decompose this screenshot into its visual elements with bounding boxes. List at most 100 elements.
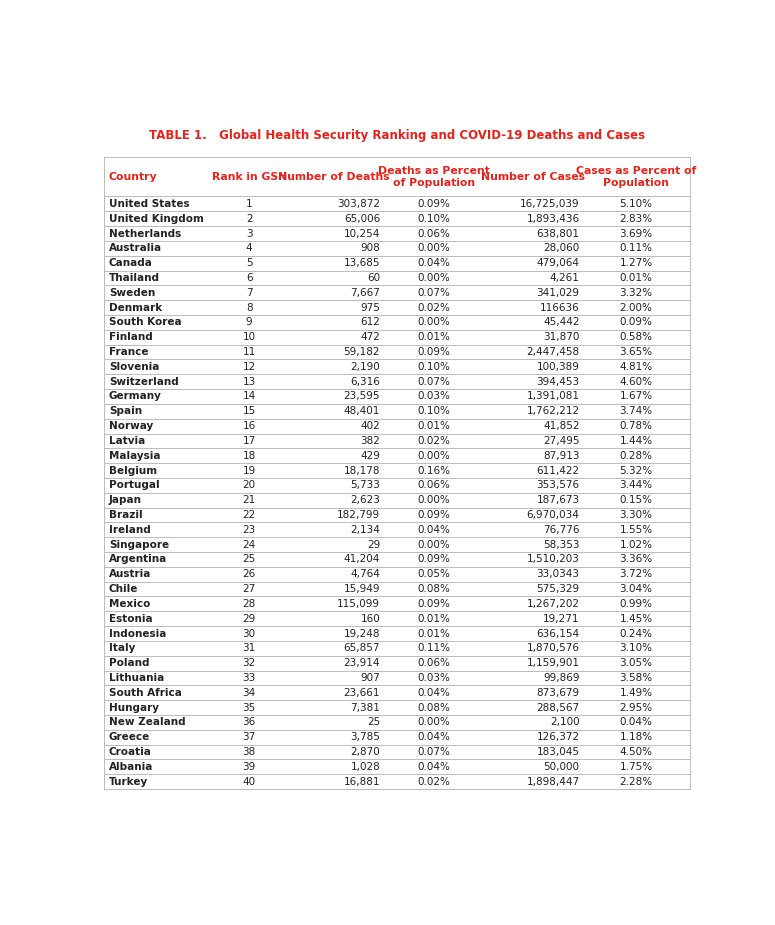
Text: 1.49%: 1.49% bbox=[619, 688, 653, 697]
Text: 0.99%: 0.99% bbox=[619, 598, 653, 609]
Text: 0.00%: 0.00% bbox=[418, 273, 450, 283]
Text: 0.07%: 0.07% bbox=[418, 288, 450, 298]
Text: 24: 24 bbox=[243, 539, 256, 549]
Text: 160: 160 bbox=[360, 613, 380, 623]
Text: 0.04%: 0.04% bbox=[418, 733, 450, 742]
Text: Australia: Australia bbox=[109, 243, 162, 253]
Text: 26: 26 bbox=[243, 569, 256, 579]
Text: 2.28%: 2.28% bbox=[619, 777, 653, 786]
Text: 0.07%: 0.07% bbox=[418, 376, 450, 387]
Text: 636,154: 636,154 bbox=[536, 628, 580, 638]
Text: 3.44%: 3.44% bbox=[619, 480, 653, 490]
Text: 1.44%: 1.44% bbox=[619, 436, 653, 446]
Text: 29: 29 bbox=[243, 613, 256, 623]
Text: 182,799: 182,799 bbox=[337, 510, 380, 520]
Text: 23,661: 23,661 bbox=[343, 688, 380, 697]
Text: 22: 22 bbox=[243, 510, 256, 520]
Text: Belgium: Belgium bbox=[109, 465, 157, 475]
Text: 183,045: 183,045 bbox=[536, 747, 580, 757]
Text: Netherlands: Netherlands bbox=[109, 228, 181, 239]
Text: 18,178: 18,178 bbox=[343, 465, 380, 475]
Text: 394,453: 394,453 bbox=[536, 376, 580, 387]
Text: Finland: Finland bbox=[109, 332, 153, 342]
Text: 0.01%: 0.01% bbox=[418, 613, 450, 623]
Text: 0.78%: 0.78% bbox=[619, 421, 653, 431]
Text: Chile: Chile bbox=[109, 584, 138, 594]
Text: 25: 25 bbox=[243, 554, 256, 564]
Text: 2,100: 2,100 bbox=[549, 718, 580, 727]
Text: 0.58%: 0.58% bbox=[619, 332, 653, 342]
Text: 7,667: 7,667 bbox=[350, 288, 380, 298]
Text: 0.00%: 0.00% bbox=[418, 495, 450, 505]
Text: 0.00%: 0.00% bbox=[418, 243, 450, 253]
Text: Ireland: Ireland bbox=[109, 524, 150, 535]
Text: Brazil: Brazil bbox=[109, 510, 143, 520]
Text: 303,872: 303,872 bbox=[337, 199, 380, 209]
Text: 20: 20 bbox=[243, 480, 256, 490]
Text: 87,913: 87,913 bbox=[543, 450, 580, 461]
Text: 0.04%: 0.04% bbox=[418, 688, 450, 697]
Text: 2,623: 2,623 bbox=[350, 495, 380, 505]
Text: 3: 3 bbox=[246, 228, 253, 239]
Text: 3.05%: 3.05% bbox=[619, 658, 653, 668]
Text: 0.09%: 0.09% bbox=[620, 317, 653, 327]
Text: 3.69%: 3.69% bbox=[619, 228, 653, 239]
Text: Rank in GSH: Rank in GSH bbox=[212, 172, 287, 182]
Text: 382: 382 bbox=[360, 436, 380, 446]
Text: United Kingdom: United Kingdom bbox=[109, 214, 204, 224]
Text: 2,190: 2,190 bbox=[350, 362, 380, 372]
Text: 612: 612 bbox=[360, 317, 380, 327]
Text: TABLE 1.   Global Health Security Ranking and COVID-19 Deaths and Cases: TABLE 1. Global Health Security Ranking … bbox=[149, 129, 646, 142]
Text: 1,267,202: 1,267,202 bbox=[526, 598, 580, 609]
Text: 0.11%: 0.11% bbox=[619, 243, 653, 253]
Text: 45,442: 45,442 bbox=[543, 317, 580, 327]
Text: Number of Deaths: Number of Deaths bbox=[278, 172, 390, 182]
Text: 5: 5 bbox=[246, 258, 253, 268]
Text: 1,028: 1,028 bbox=[350, 762, 380, 771]
Text: France: France bbox=[109, 347, 148, 357]
Text: Lithuania: Lithuania bbox=[109, 673, 164, 683]
Text: 907: 907 bbox=[360, 673, 380, 683]
Text: 23,595: 23,595 bbox=[343, 391, 380, 401]
Text: 0.06%: 0.06% bbox=[418, 658, 450, 668]
Text: Croatia: Croatia bbox=[109, 747, 152, 757]
Text: 0.00%: 0.00% bbox=[418, 450, 450, 461]
Text: 5.10%: 5.10% bbox=[619, 199, 653, 209]
Text: 12: 12 bbox=[243, 362, 256, 372]
Text: 4.81%: 4.81% bbox=[619, 362, 653, 372]
Text: Latvia: Latvia bbox=[109, 436, 145, 446]
Text: 0.00%: 0.00% bbox=[418, 539, 450, 549]
Text: 1,762,212: 1,762,212 bbox=[526, 406, 580, 416]
Text: 0.10%: 0.10% bbox=[418, 362, 450, 372]
Text: 0.10%: 0.10% bbox=[418, 214, 450, 224]
Text: 0.24%: 0.24% bbox=[619, 628, 653, 638]
Text: 0.09%: 0.09% bbox=[418, 347, 450, 357]
Text: 638,801: 638,801 bbox=[536, 228, 580, 239]
Text: Albania: Albania bbox=[109, 762, 153, 771]
Text: 1.02%: 1.02% bbox=[619, 539, 653, 549]
Text: 0.01%: 0.01% bbox=[418, 628, 450, 638]
Text: 37: 37 bbox=[243, 733, 256, 742]
Text: 1.45%: 1.45% bbox=[619, 613, 653, 623]
Text: Switzerland: Switzerland bbox=[109, 376, 178, 387]
Text: 76,776: 76,776 bbox=[543, 524, 580, 535]
Text: 3.04%: 3.04% bbox=[619, 584, 653, 594]
Text: 3.36%: 3.36% bbox=[619, 554, 653, 564]
Text: 13: 13 bbox=[243, 376, 256, 387]
Text: 1,159,901: 1,159,901 bbox=[526, 658, 580, 668]
Text: 6: 6 bbox=[246, 273, 253, 283]
Text: 3.32%: 3.32% bbox=[619, 288, 653, 298]
Text: Spain: Spain bbox=[109, 406, 142, 416]
Text: Canada: Canada bbox=[109, 258, 153, 268]
Text: 0.07%: 0.07% bbox=[418, 747, 450, 757]
Text: 50,000: 50,000 bbox=[543, 762, 580, 771]
Text: South Africa: South Africa bbox=[109, 688, 182, 697]
Text: Norway: Norway bbox=[109, 421, 153, 431]
Text: 14: 14 bbox=[243, 391, 256, 401]
Text: 65,857: 65,857 bbox=[343, 643, 380, 653]
Text: 0.02%: 0.02% bbox=[418, 302, 450, 313]
Text: 1.18%: 1.18% bbox=[619, 733, 653, 742]
Text: 60: 60 bbox=[367, 273, 380, 283]
Text: 873,679: 873,679 bbox=[536, 688, 580, 697]
Text: 36: 36 bbox=[243, 718, 256, 727]
